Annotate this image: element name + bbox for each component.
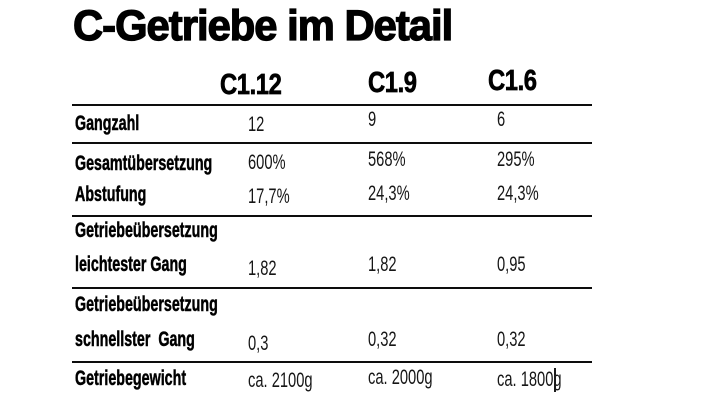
row-label-uebersetzung-leichtester-line2[interactable]: leichtester Gang — [75, 253, 187, 276]
row-label-gangzahl[interactable]: Gangzahl — [75, 112, 140, 135]
cell-getriebegewicht-c1-6[interactable]: ca. 1800g — [497, 368, 562, 391]
row-divider — [72, 287, 592, 289]
row-label-abstufung[interactable]: Abstufung — [75, 183, 147, 206]
cell-schnellster-gang-c1-9[interactable]: 0,32 — [368, 328, 397, 351]
cell-schnellster-gang-c1-12[interactable]: 0,3 — [248, 332, 269, 355]
cell-gesamtuebersetzung-c1-12[interactable]: 600% — [248, 151, 286, 174]
column-header-c1-9[interactable]: C1.9 — [368, 67, 418, 99]
cell-schnellster-gang-c1-6[interactable]: 0,32 — [497, 328, 526, 351]
row-divider — [72, 361, 592, 363]
cell-abstufung-c1-6[interactable]: 24,3% — [497, 182, 539, 205]
cell-gesamtuebersetzung-c1-6[interactable]: 295% — [497, 148, 535, 171]
cell-gangzahl-c1-9[interactable]: 9 — [368, 108, 377, 131]
cell-abstufung-c1-9[interactable]: 24,3% — [368, 182, 410, 205]
row-label-gesamtuebersetzung[interactable]: Gesamtübersetzung — [75, 152, 213, 175]
cell-leichtester-gang-c1-12[interactable]: 1,82 — [248, 257, 277, 280]
cell-getriebegewicht-c1-9[interactable]: ca. 2000g — [368, 366, 433, 389]
cell-getriebegewicht-c1-12[interactable]: ca. 2100g — [248, 369, 313, 392]
cell-leichtester-gang-c1-9[interactable]: 1,82 — [368, 253, 397, 276]
cell-abstufung-c1-12[interactable]: 17,7% — [248, 185, 290, 208]
cell-gangzahl-c1-12[interactable]: 12 — [248, 113, 265, 136]
row-label-uebersetzung-schnellster-line2[interactable]: schnellster Gang — [75, 328, 195, 351]
cell-gangzahl-c1-6[interactable]: 6 — [497, 108, 506, 131]
header-divider — [72, 104, 592, 106]
row-label-uebersetzung-schnellster-line1[interactable]: Getriebeübersetzung — [75, 293, 218, 316]
row-label-uebersetzung-leichtester-line1[interactable]: Getriebeübersetzung — [75, 219, 218, 242]
text-cursor — [554, 368, 556, 392]
row-label-getriebegewicht[interactable]: Getriebegewicht — [75, 367, 187, 390]
row-divider — [72, 215, 592, 217]
figure-title[interactable]: C-Getriebe im Detail — [72, 2, 454, 50]
column-header-c1-12[interactable]: C1.12 — [220, 69, 282, 101]
column-header-c1-6[interactable]: C1.6 — [488, 65, 538, 97]
cell-leichtester-gang-c1-6[interactable]: 0,95 — [497, 253, 526, 276]
row-divider — [72, 142, 592, 144]
cell-gesamtuebersetzung-c1-9[interactable]: 568% — [368, 148, 406, 171]
